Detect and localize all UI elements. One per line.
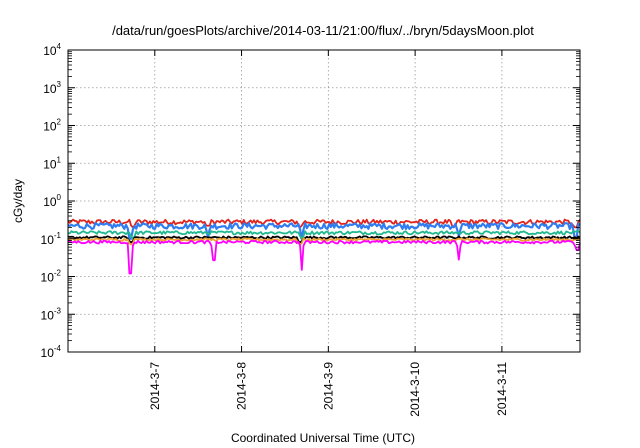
x-tick-label: 2014-3-9 <box>321 362 335 410</box>
y-tick-label: 100 <box>43 193 61 209</box>
y-tick-label: 103 <box>43 80 61 96</box>
y-tick-label: 101 <box>43 155 61 171</box>
x-tick-label: 2014-3-11 <box>495 362 509 416</box>
series-line-2 <box>67 222 581 240</box>
series-line-6 <box>67 239 581 275</box>
y-tick-label: 10-4 <box>41 344 62 360</box>
y-tick-label: 10-2 <box>41 269 62 285</box>
y-tick-labels: 104 103 102 101 100 10-1 10-2 10-3 10-4 <box>41 42 62 360</box>
x-tick-labels: 2014-3-7 2014-3-8 2014-3-9 2014-3-10 2014-3-… <box>148 362 509 417</box>
x-tick-label: 2014-3-7 <box>148 362 162 410</box>
y-tick-label: 10-1 <box>41 231 62 247</box>
series-group <box>67 218 581 275</box>
y-tick-label: 104 <box>43 42 61 58</box>
x-tick-label: 2014-3-8 <box>235 362 249 410</box>
x-axis-label: Coordinated Universal Time (UTC) <box>231 431 415 445</box>
ticks <box>68 49 580 353</box>
series-line-3 <box>67 230 581 240</box>
grid-lines <box>68 50 580 352</box>
series-line-1 <box>67 218 581 229</box>
series-line-5 <box>67 237 581 246</box>
y-axis-label: cGy/day <box>11 179 25 223</box>
y-tick-label: 10-3 <box>41 306 62 322</box>
y-tick-label: 102 <box>43 118 61 134</box>
chart-title: /data/run/goesPlots/archive/2014-03-11/2… <box>112 23 534 38</box>
x-tick-label: 2014-3-10 <box>408 362 422 417</box>
series-line-4 <box>67 235 581 244</box>
